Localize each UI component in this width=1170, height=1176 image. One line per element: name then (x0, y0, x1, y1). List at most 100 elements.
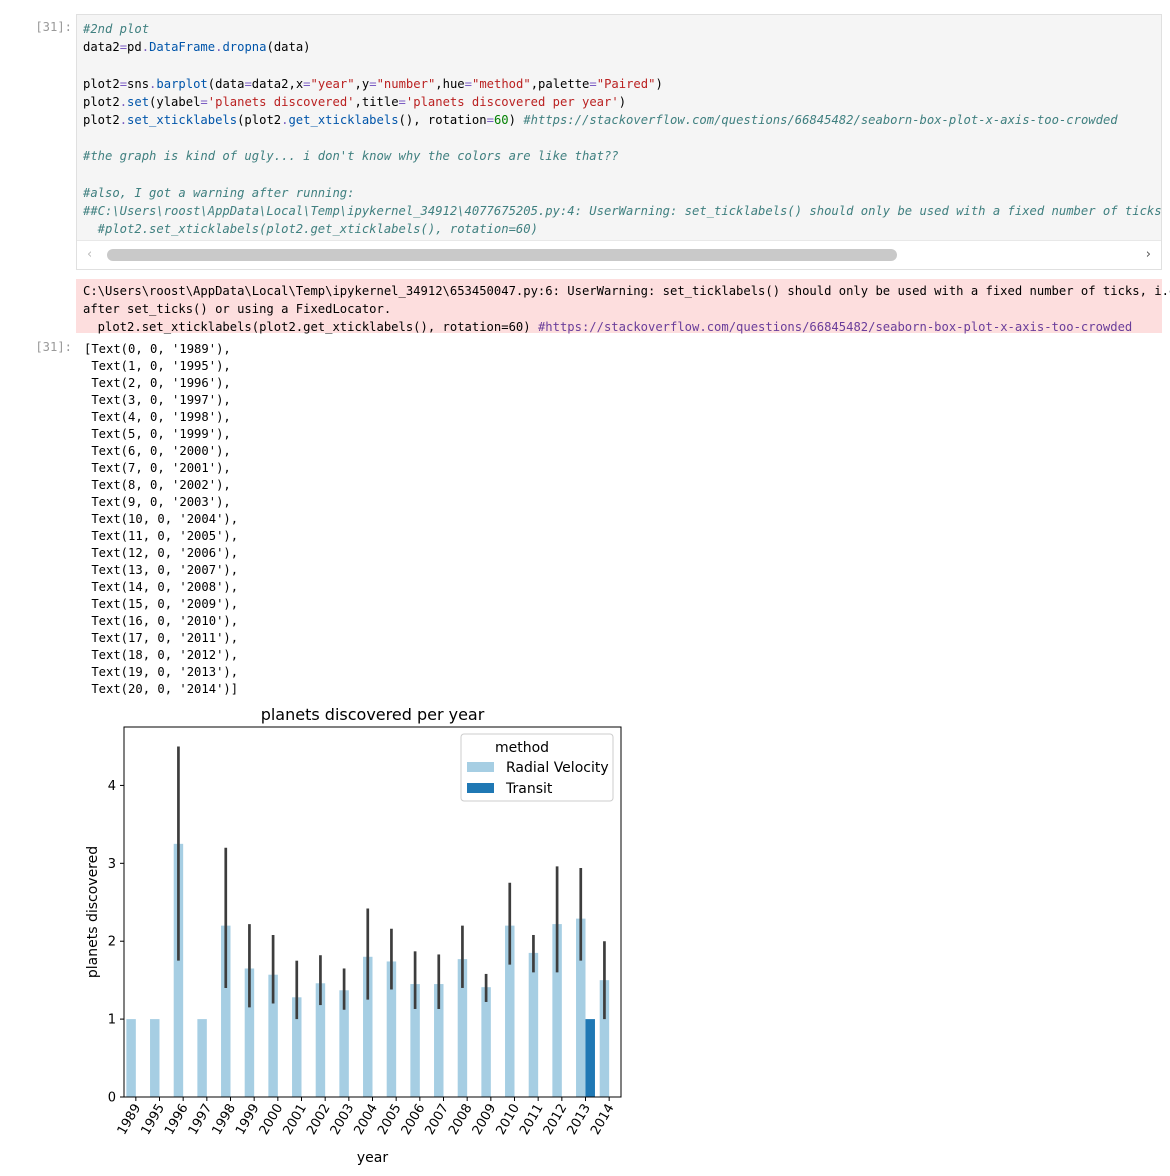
code-token: data2,x (251, 76, 304, 91)
chart-title: planets discovered per year (261, 705, 485, 724)
stackoverflow-link[interactable]: #https://stackoverflow.com/questions/668… (537, 320, 1133, 335)
code-token: #plot2.set_xticklabels(plot2.get_xtickla… (83, 222, 538, 237)
bar-radial-velocity-2000 (268, 974, 278, 1097)
code-token: #also, I got a warning after running: (83, 185, 355, 200)
x-tick-label: 1998 (209, 1102, 239, 1138)
code-token: set (127, 94, 150, 109)
code-token: plot2 (83, 76, 120, 91)
code-line (83, 129, 1161, 147)
code-line: ##C:\Users\roost\AppData\Local\Temp\ipyk… (83, 202, 1161, 220)
x-tick-label: 2007 (422, 1102, 452, 1138)
bar-radial-velocity-1995 (150, 1019, 160, 1097)
code-token: . (215, 40, 223, 55)
horizontal-scrollbar[interactable]: ‹ › (77, 240, 1161, 269)
x-tick-label: 2010 (493, 1102, 523, 1138)
x-tick-label: 2006 (399, 1102, 429, 1138)
code-line: data2=pd.DataFrame.dropna(data) (83, 38, 1161, 56)
legend-label-radial-velocity: Radial Velocity (506, 760, 609, 776)
output-line: Text(11, 0, '2005'), (84, 529, 239, 543)
code-input-area[interactable]: #2nd plot data2=pd.DataFrame.dropna(data)… (76, 14, 1162, 270)
x-axis-label: year (357, 1150, 388, 1166)
code-token: 'planets discovered per year' (405, 94, 619, 109)
x-tick-label: 2002 (304, 1102, 334, 1138)
code-token: 60 (493, 112, 509, 127)
code-line: #also, I got a warning after running: (83, 184, 1161, 202)
code-token: . (119, 112, 128, 127)
warning-line-2: after set_ticks() or using a FixedLocato… (83, 302, 392, 317)
code-token: . (119, 94, 128, 109)
output-line: Text(18, 0, '2012'), (84, 648, 239, 662)
code-token: . (149, 76, 157, 91)
code-token: = (200, 94, 208, 109)
bar-radial-velocity-2014 (599, 980, 610, 1097)
x-tick-label: 1989 (115, 1102, 145, 1138)
bar-radial-velocity-2011 (528, 952, 539, 1097)
code-token: ,hue (435, 76, 465, 91)
code-token: = (119, 76, 128, 91)
code-token: = (303, 76, 311, 91)
bar-radial-velocity-2001 (292, 997, 302, 1097)
code-line (83, 56, 1161, 74)
x-tick-label: 1997 (186, 1102, 216, 1138)
code-token: plot2 (83, 112, 120, 127)
bar-radial-velocity-2005 (386, 961, 397, 1097)
output-line: Text(14, 0, '2008'), (84, 580, 239, 594)
y-tick-label: 1 (108, 1013, 116, 1028)
output-line: Text(1, 0, '1995'), (84, 359, 231, 373)
x-tick-label: 2001 (280, 1102, 310, 1138)
code-line: #the graph is kind of ugly... i don't kn… (83, 147, 1161, 165)
code-editor[interactable]: #2nd plot data2=pd.DataFrame.dropna(data)… (83, 20, 1161, 238)
chevron-right-icon[interactable]: › (1145, 247, 1151, 262)
code-token: . (141, 40, 150, 55)
output-line: Text(10, 0, '2004'), (84, 512, 239, 526)
bar-radial-velocity-2002 (315, 983, 326, 1097)
code-token: #https://stackoverflow.com/questions/668… (523, 112, 1118, 127)
output-prompt: [31]: (35, 340, 72, 354)
warning-line-3-code: plot2.set_xticklabels(plot2.get_xticklab… (83, 320, 538, 335)
y-tick-label: 4 (108, 779, 116, 794)
x-tick-label: 2000 (257, 1102, 287, 1138)
code-token: . (281, 112, 289, 127)
output-line: Text(9, 0, '2003'), (84, 495, 231, 509)
code-token: "number" (376, 76, 436, 91)
y-tick-label: 3 (108, 857, 116, 872)
code-token: = (464, 76, 472, 91)
output-line: Text(6, 0, '2000'), (84, 444, 231, 458)
code-token: (data) (266, 40, 311, 55)
output-line: Text(19, 0, '2013'), (84, 665, 239, 679)
legend-box (460, 733, 614, 802)
code-token: barplot (156, 76, 208, 91)
x-tick-label: 2011 (517, 1102, 547, 1138)
code-token: data2 (83, 40, 120, 55)
bar-radial-velocity-2009 (481, 987, 491, 1097)
bar-radial-velocity-2008 (457, 959, 468, 1097)
chevron-left-icon[interactable]: ‹ (87, 247, 93, 262)
bar-radial-velocity-2006 (410, 984, 420, 1097)
code-token: pd (127, 40, 142, 55)
code-token: DataFrame (149, 40, 216, 55)
x-tick-label: 2003 (328, 1102, 358, 1138)
x-tick-label: 1995 (138, 1102, 168, 1138)
output-line: Text(3, 0, '1997'), (84, 393, 231, 407)
y-tick-label: 2 (108, 935, 116, 950)
code-token: (plot2 (237, 112, 282, 127)
code-token: "year" (310, 76, 355, 91)
scrollbar-thumb[interactable] (107, 249, 897, 261)
output-line: [Text(0, 0, '1989'), (84, 342, 231, 356)
code-token: ) (508, 112, 524, 127)
code-token: = (589, 76, 597, 91)
code-token: plot2 (83, 94, 120, 109)
code-token: "method" (471, 76, 531, 91)
bar-radial-velocity-1998 (221, 925, 231, 1097)
x-tick-label: 2008 (446, 1102, 476, 1138)
code-line: plot2.set(ylabel='planets discovered',ti… (83, 93, 1161, 111)
x-tick-label: 1999 (233, 1102, 263, 1138)
code-token: ,palette (530, 76, 590, 91)
output-line: Text(12, 0, '2006'), (84, 546, 239, 560)
bar-chart: 0 1 2 3 4 1989 1995 1996 1997 1998 1999 2000 2001 200… (76, 700, 636, 1176)
legend-title: method (495, 740, 549, 756)
code-token: ,title (354, 94, 399, 109)
x-tick-label: 2004 (351, 1102, 381, 1138)
bar-radial-velocity-2004 (363, 956, 373, 1097)
bar-transit-2013 (585, 1019, 595, 1097)
